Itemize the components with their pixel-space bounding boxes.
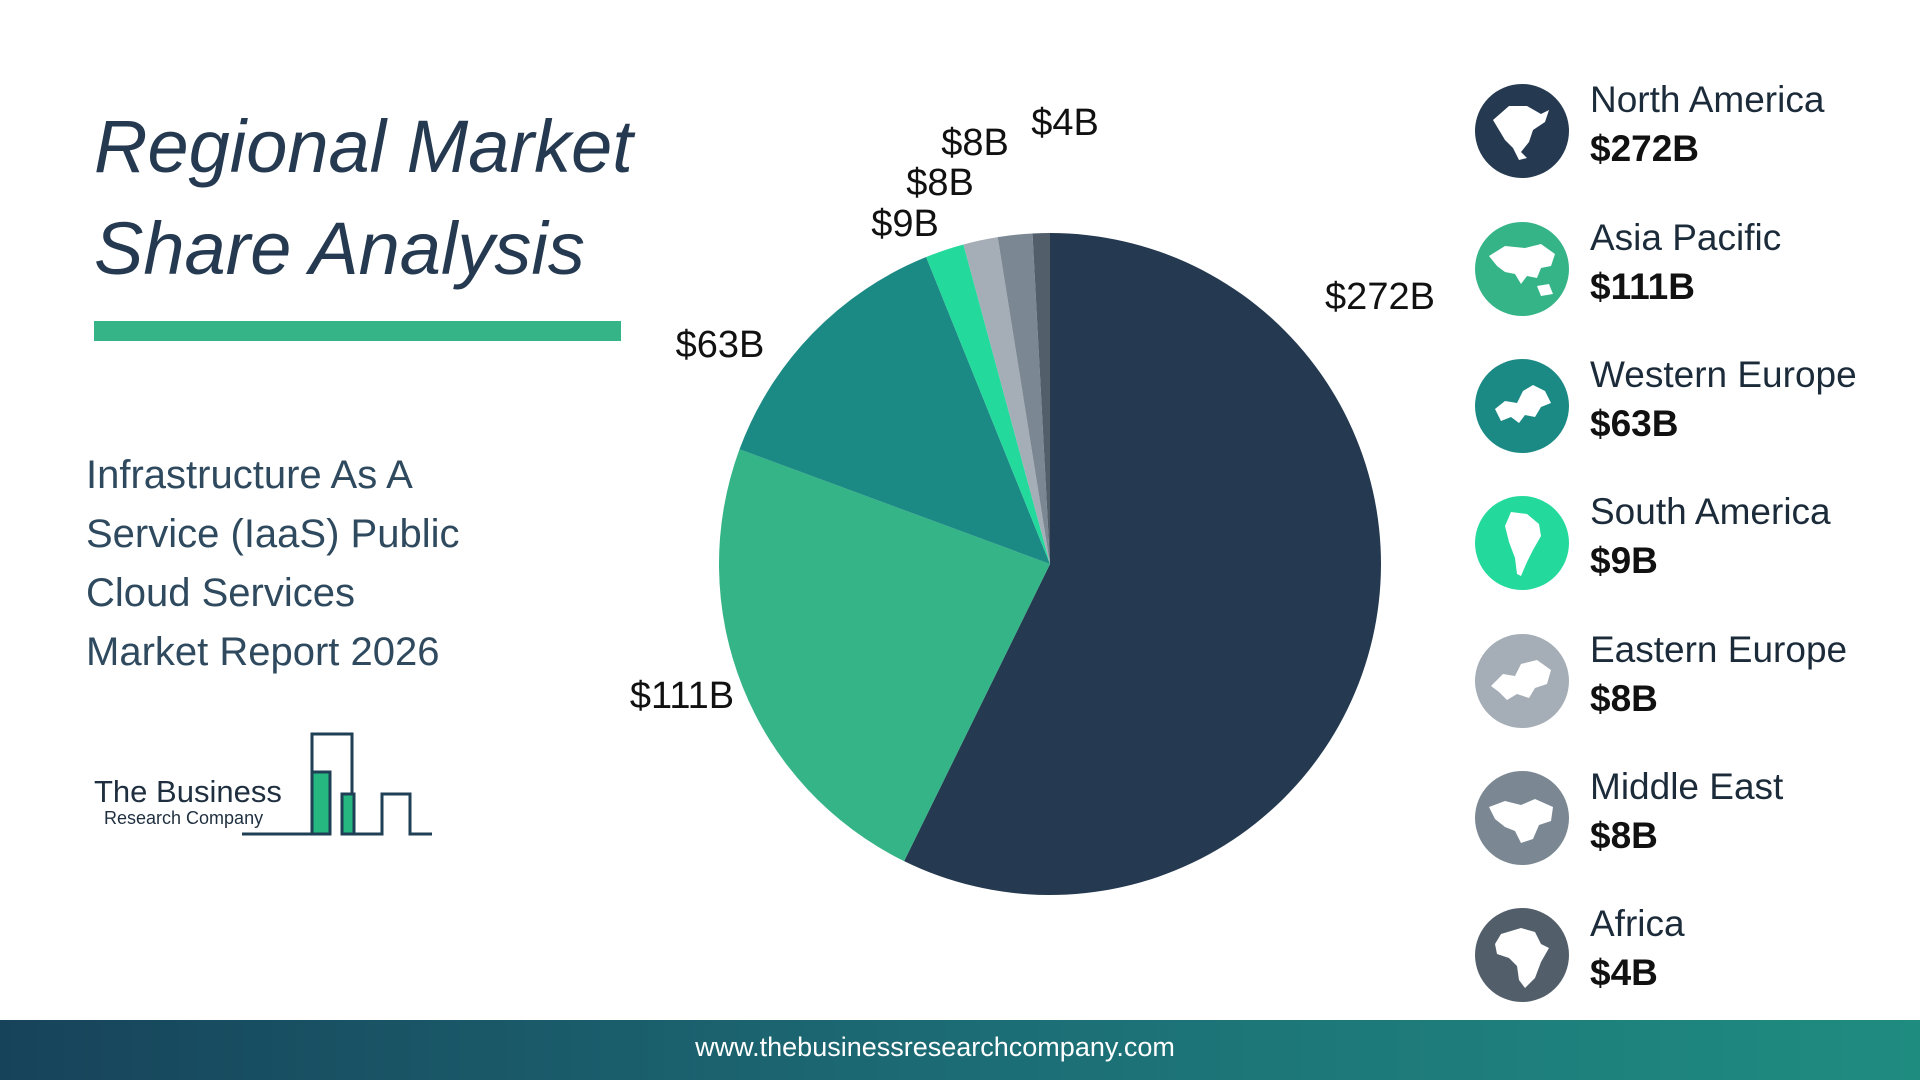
pie-slice-eastern-europe (963, 237, 1050, 564)
logo-text-line-2: Research Company (104, 808, 264, 828)
south-america-map-icon (1475, 496, 1569, 590)
company-logo: The Business Research Company (90, 728, 440, 838)
legend-item-asia-pacific: Asia Pacific $111B (1470, 214, 1910, 324)
logo-buildings-icon (242, 732, 432, 836)
pie-slice-middle-east (997, 233, 1050, 564)
subtitle-line-2: Service (IaaS) Public (86, 512, 460, 556)
page-title: Regional Market Share Analysis (94, 96, 654, 300)
legend-label: Africa (1590, 903, 1685, 944)
legend-item-north-america: North America $272B (1470, 76, 1910, 186)
pie-slice-asia-pacific (719, 449, 1050, 862)
middle-east-map-icon (1475, 771, 1569, 865)
legend-value: $9B (1590, 540, 1658, 581)
pie-slice-south-america (926, 244, 1050, 564)
legend-label: Eastern Europe (1590, 629, 1848, 670)
data-label-africa: $4B (1031, 102, 1099, 144)
subtitle-line-4: Market Report 2026 (86, 630, 440, 674)
footer-website-link[interactable]: www.thebusinessresearchcompany.com (695, 1032, 1175, 1062)
pie-slice-western-europe (739, 257, 1050, 564)
legend-item-south-america: South America $9B (1470, 488, 1910, 598)
legend-label: Western Europe (1590, 354, 1857, 395)
legend-value: $272B (1590, 128, 1700, 169)
subtitle-line-1: Infrastructure As A (86, 453, 413, 497)
legend-label: South America (1590, 491, 1831, 532)
legend-item-middle-east: Middle East $8B (1470, 763, 1910, 873)
data-label-middle-east: $8B (941, 122, 1009, 164)
pie-chart: $272B $111B $63B $9B$8B$8B $4B (630, 102, 1435, 895)
title-line-1: Regional Market (94, 105, 633, 188)
legend-item-eastern-europe: Eastern Europe $8B (1470, 626, 1910, 736)
data-label-north-america: $272B (1325, 276, 1435, 318)
legend-label: North America (1590, 79, 1825, 120)
report-subtitle: Infrastructure As A Service (IaaS) Publi… (86, 446, 546, 682)
title-line-2: Share Analysis (94, 207, 585, 290)
logo-text-line-1: The Business (94, 774, 282, 809)
legend-label: Asia Pacific (1590, 217, 1782, 258)
data-label-asia-pacific: $111B (630, 675, 734, 717)
north-america-map-icon (1475, 84, 1569, 178)
subtitle-line-3: Cloud Services (86, 571, 356, 615)
eastern-europe-map-icon (1475, 634, 1569, 728)
data-label-eastern-europe: $8B (906, 162, 974, 204)
data-label-south-america: $9B (871, 203, 939, 245)
legend-item-africa: Africa $4B (1470, 900, 1910, 1010)
asia-pacific-map-icon (1475, 222, 1569, 316)
legend-value: $4B (1590, 952, 1658, 993)
western-europe-map-icon (1475, 359, 1569, 453)
legend-value: $111B (1590, 266, 1695, 307)
title-underline (94, 321, 621, 341)
africa-map-icon (1475, 908, 1569, 1002)
legend-value: $8B (1590, 815, 1658, 856)
pie-slice-africa (1032, 233, 1050, 564)
legend-item-western-europe: Western Europe $63B (1470, 351, 1910, 461)
pie-slice-north-america (904, 233, 1381, 895)
data-label-western-europe: $63B (676, 324, 765, 366)
legend-value: $8B (1590, 678, 1658, 719)
footer-bar: www.thebusinessresearchcompany.com (0, 1020, 1920, 1080)
legend-value: $63B (1590, 403, 1679, 444)
legend-label: Middle East (1590, 766, 1784, 807)
